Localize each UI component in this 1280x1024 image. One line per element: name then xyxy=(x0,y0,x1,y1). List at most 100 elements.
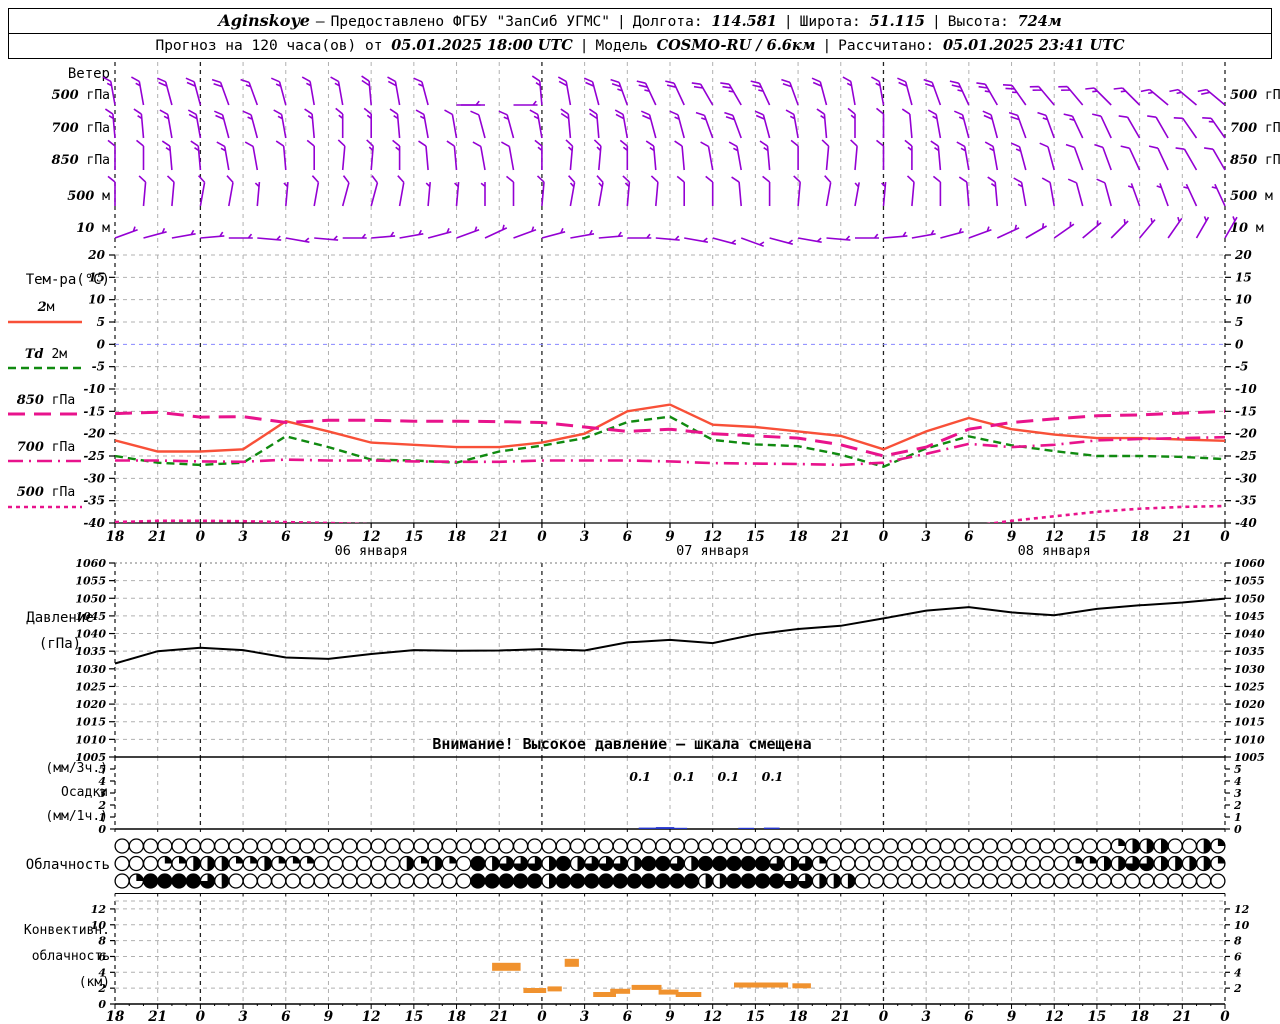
wind-barb-icon xyxy=(930,140,942,171)
cloud-cover-symbol xyxy=(954,838,970,854)
cloud-cover-symbol xyxy=(968,873,984,889)
x-axis-hour-label: 12 xyxy=(703,529,722,545)
precip-panel-label: (мм/1ч.) xyxy=(45,809,108,824)
cloud-cover-symbol xyxy=(157,838,173,854)
cloud-cover-fill xyxy=(634,856,642,871)
wind-barb-icon xyxy=(826,235,851,241)
wind-barb-icon xyxy=(1120,145,1141,171)
wind-barb-icon xyxy=(876,107,885,138)
axis-tick-label: 1060 xyxy=(1234,557,1265,570)
wind-barb-icon xyxy=(932,175,942,206)
pressure-warning-text: Внимание! Высокое давление — шкала смеще… xyxy=(432,735,811,753)
cloud-cover-fill xyxy=(406,856,414,871)
cloud-cover-symbol xyxy=(868,855,884,872)
cloud-cover-symbol xyxy=(996,855,1013,872)
cloud-cover-symbol xyxy=(769,838,785,854)
axis-tick-label: 8 xyxy=(1234,935,1242,948)
cloud-cover-symbol xyxy=(171,873,187,889)
cloud-cover-symbol xyxy=(1011,873,1027,889)
wind-barb-icon xyxy=(705,175,714,206)
wind-barb-icon xyxy=(982,110,999,139)
x-axis-hour-label: 0 xyxy=(1220,529,1230,545)
wind-barb-icon xyxy=(1156,183,1169,207)
convective-panel-label: облачность xyxy=(32,949,110,964)
wind-barb-icon xyxy=(968,226,992,239)
cloud-cover-symbol xyxy=(669,838,685,854)
cloud-cover-symbol xyxy=(882,855,899,872)
wind-barb-icon xyxy=(781,78,799,106)
model-value: COSMO-RU / 6.6км xyxy=(656,37,816,54)
wind-barb-icon xyxy=(627,233,652,239)
wind-barb-icon xyxy=(854,182,860,207)
wind-barb-icon xyxy=(363,107,372,138)
wind-barb-icon xyxy=(361,75,372,106)
cloud-cover-symbol xyxy=(256,873,273,889)
cloud-cover-symbol xyxy=(598,873,614,889)
axis-tick-label: 1020 xyxy=(1234,698,1265,711)
wind-barb-icon xyxy=(171,229,196,239)
wind-barb-icon xyxy=(536,175,545,207)
cloud-cover-symbol xyxy=(555,873,571,889)
cloud-cover-symbol xyxy=(868,873,884,889)
cloud-cover-symbol xyxy=(142,838,159,854)
cloud-cover-symbol xyxy=(370,855,386,872)
x-axis-hour-label: 3 xyxy=(580,1009,589,1024)
convective-cloud-segment xyxy=(658,989,679,995)
cloud-cover-symbol xyxy=(285,873,301,889)
wind-barb-icon xyxy=(136,139,145,170)
cloud-cover-fill xyxy=(250,856,258,864)
cloud-cover-symbol xyxy=(228,873,244,889)
cloud-cover-symbol xyxy=(214,838,230,854)
wind-barb-icon xyxy=(1224,216,1238,239)
wind-barb-icon xyxy=(1138,217,1156,239)
cloud-cover-symbol xyxy=(1082,838,1098,854)
cloud-cover-symbol xyxy=(968,838,984,854)
wind-barb-icon xyxy=(240,78,259,106)
convective-cloud-segment xyxy=(564,958,579,967)
axis-tick-label: 1050 xyxy=(75,592,106,605)
cloud-cover-symbol xyxy=(427,873,443,889)
cloud-cover-symbol xyxy=(655,873,671,889)
cloud-cover-fill xyxy=(193,856,201,871)
cloud-cover-symbol xyxy=(384,873,401,889)
cloud-cover-symbol xyxy=(897,855,913,872)
wind-barb-icon xyxy=(513,100,538,106)
cloud-cover-symbol xyxy=(712,838,728,854)
wind-barb-icon xyxy=(190,140,202,171)
altitude-value: 724м xyxy=(1017,13,1062,30)
precip-bar xyxy=(763,827,780,829)
separator-icon: | xyxy=(822,38,832,54)
cloud-cover-fill xyxy=(1217,839,1225,846)
cloud-cover-symbol xyxy=(185,838,201,854)
x-axis-hour-label: 21 xyxy=(1172,1009,1192,1024)
cloud-cover-symbol xyxy=(299,838,315,854)
wind-barb-icon xyxy=(645,140,657,171)
cloud-cover-symbol xyxy=(683,838,699,854)
wind-barb-icon xyxy=(762,175,771,206)
legend-label: Td 2м xyxy=(25,347,67,362)
convective-cloud-segment xyxy=(593,992,616,997)
forecast-label: Прогноз на 120 часа(ов) от xyxy=(155,38,383,54)
axis-tick-label: 1055 xyxy=(75,575,106,588)
cloud-cover-symbol xyxy=(826,855,842,872)
axis-tick-label: 10 xyxy=(91,919,107,932)
axis-tick-label: 0 xyxy=(1235,337,1244,351)
axis-tick-label: 1010 xyxy=(75,733,106,746)
cloud-cover-symbol xyxy=(413,838,429,854)
x-axis-hour-label: 3 xyxy=(238,529,247,545)
axis-tick-label: 6 xyxy=(98,950,106,963)
cloud-cover-symbol xyxy=(683,873,699,889)
cloud-cover-symbol xyxy=(1167,838,1183,854)
axis-tick-label: 10 xyxy=(88,293,105,307)
wind-barb-icon xyxy=(1195,216,1210,239)
latitude-value: 51.115 xyxy=(869,13,926,30)
x-axis-hour-label: 15 xyxy=(1088,529,1107,545)
x-axis-hour-label: 18 xyxy=(106,529,125,545)
wind-barb-icon xyxy=(370,175,379,207)
wind-barb-icon xyxy=(273,109,287,139)
x-axis-hour-label: 9 xyxy=(324,529,334,545)
cloud-cover-symbol xyxy=(826,838,842,854)
convective-panel-label: (км) xyxy=(79,975,110,990)
axis-tick-label: 1040 xyxy=(75,628,106,641)
